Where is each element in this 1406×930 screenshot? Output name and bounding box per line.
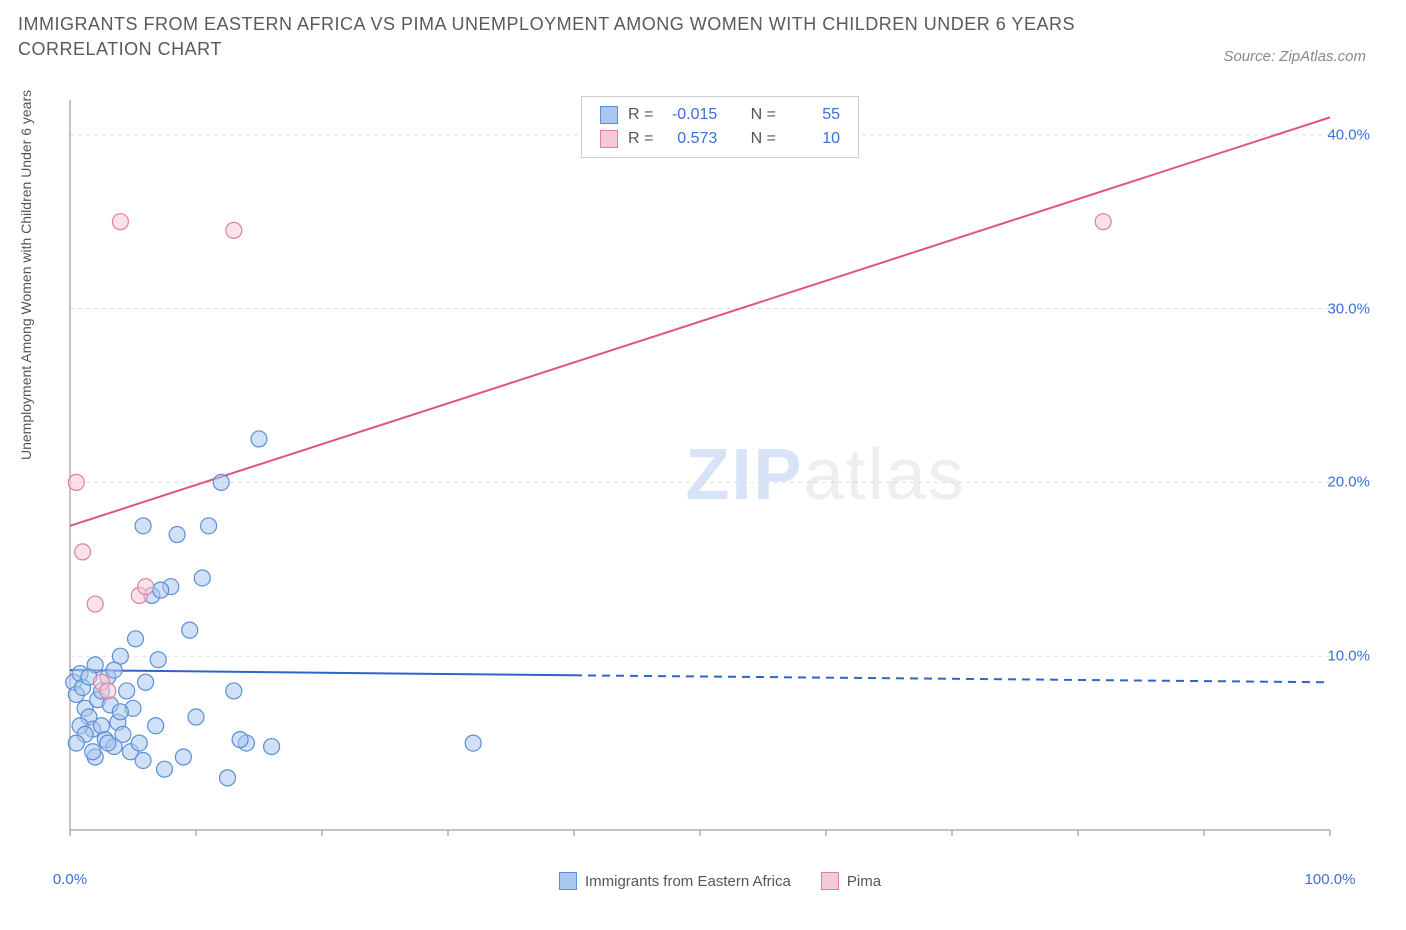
y-tick-label: 20.0% [1327, 474, 1370, 491]
legend-r-value: 0.573 [663, 127, 717, 151]
series-legend-item: Immigrants from Eastern Africa [559, 872, 791, 890]
chart-area: ZIPatlas R =-0.015 N =55R =0.573 N =10 I… [60, 90, 1380, 860]
legend-r-label: R = [628, 103, 653, 127]
legend-n-label: N = [751, 127, 776, 151]
legend-n-value: 10 [786, 127, 840, 151]
legend-row: R = 0.573 N = 10 [600, 127, 840, 151]
x-tick-label: 100.0% [1305, 871, 1356, 888]
legend-r-label: R = [628, 127, 653, 151]
chart-title: IMMIGRANTS FROM EASTERN AFRICA VS PIMA U… [18, 12, 1138, 62]
series-legend-item: Pima [821, 872, 881, 890]
correlation-legend: R = -0.015 N = 55 R = 0.573 N = 10 [581, 96, 859, 158]
series-legend-label: Immigrants from Eastern Africa [585, 873, 791, 890]
y-tick-label: 30.0% [1327, 300, 1370, 317]
legend-swatch [600, 130, 618, 148]
legend-swatch [600, 106, 618, 124]
series-legend: Immigrants from Eastern Africa Pima [559, 872, 881, 890]
legend-swatch [821, 872, 839, 890]
x-tick-label: 0.0% [53, 871, 87, 888]
legend-n-value: 55 [786, 103, 840, 127]
scatter-plot [60, 90, 1380, 860]
source-attribution: Source: ZipAtlas.com [1223, 48, 1366, 65]
y-tick-label: 10.0% [1327, 648, 1370, 665]
series-legend-label: Pima [847, 873, 881, 890]
y-axis-label: Unemployment Among Women with Children U… [18, 90, 34, 460]
legend-r-value: -0.015 [663, 103, 717, 127]
legend-n-label: N = [751, 103, 776, 127]
legend-row: R = -0.015 N = 55 [600, 103, 840, 127]
y-tick-label: 40.0% [1327, 126, 1370, 143]
legend-swatch [559, 872, 577, 890]
